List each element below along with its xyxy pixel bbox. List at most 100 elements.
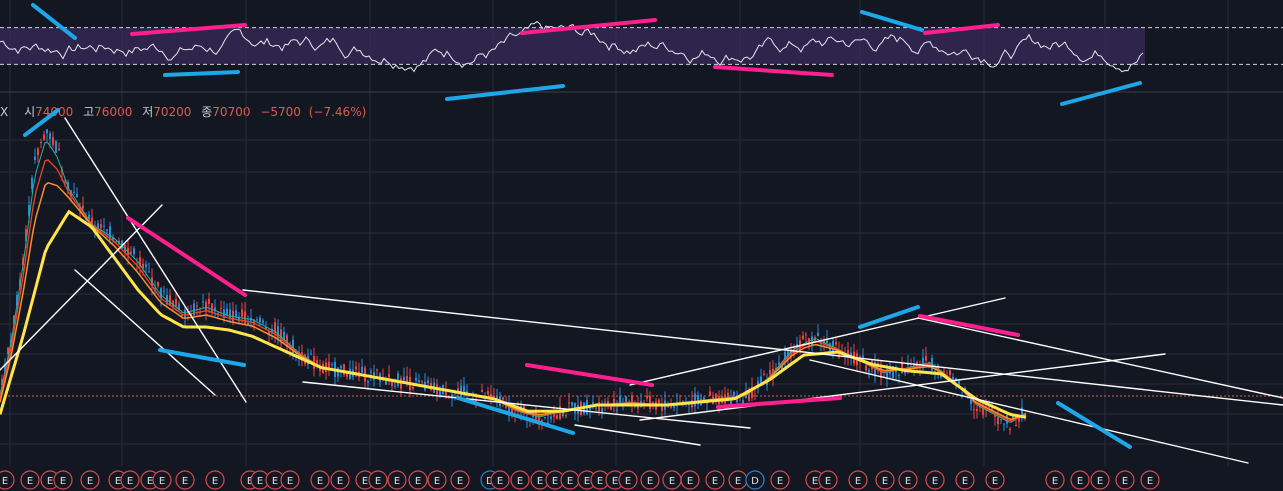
- event-badge-label: E: [567, 476, 573, 487]
- candle-body: [103, 225, 105, 227]
- candle-body: [697, 394, 699, 405]
- trendline-3: [242, 289, 1283, 406]
- candle-body: [730, 398, 732, 405]
- event-badge-label: E: [932, 476, 938, 487]
- event-badge-label: E: [60, 476, 66, 487]
- candle-body: [817, 332, 819, 337]
- candle-body: [229, 309, 231, 318]
- candle-body: [604, 401, 606, 403]
- candle-body: [850, 352, 852, 357]
- candle-body: [553, 411, 555, 417]
- event-badge-label: E: [47, 476, 53, 487]
- event-badge-label: E: [669, 476, 675, 487]
- trendline-22: [1060, 81, 1142, 106]
- candle-body: [457, 388, 459, 391]
- close-label: 종: [201, 105, 213, 119]
- trendline-27: [1056, 401, 1132, 449]
- candle-body: [88, 214, 90, 222]
- candle-body: [241, 309, 243, 317]
- event-badge-label: E: [337, 476, 343, 487]
- event-badge-ring: [770, 470, 790, 490]
- event-badge-ring: [20, 470, 40, 490]
- candle-body: [343, 364, 345, 375]
- candle-body: [1, 379, 3, 386]
- candle-body: [802, 335, 804, 340]
- candle-body: [673, 405, 675, 408]
- candle-body: [415, 378, 417, 381]
- candle-body: [733, 391, 735, 397]
- candle-body: [28, 205, 30, 216]
- event-badge-label: E: [497, 476, 503, 487]
- candle-body: [781, 364, 783, 370]
- event-badge-label: E: [612, 476, 618, 487]
- trendline-0: [0, 204, 163, 371]
- candle-body: [466, 390, 468, 394]
- candle-body: [508, 403, 510, 415]
- candle-body: [181, 315, 183, 317]
- candle-body: [370, 371, 372, 373]
- candle-body: [280, 329, 282, 343]
- candle-body: [328, 361, 330, 368]
- candle-body: [52, 137, 54, 145]
- event-badge-label: E: [962, 476, 968, 487]
- candle-body: [49, 133, 51, 140]
- candle-body: [751, 386, 753, 398]
- candle-body: [397, 373, 399, 386]
- candle-body: [943, 371, 945, 373]
- candle-body: [715, 393, 717, 399]
- candle-body: [247, 322, 249, 325]
- high-value: 76000: [94, 105, 133, 119]
- rsi-line: [0, 20, 1144, 73]
- event-badge-label: E: [905, 476, 911, 487]
- open-label: 시: [24, 105, 36, 119]
- candle-body: [481, 389, 483, 393]
- candle-body: [403, 376, 405, 381]
- candle-body: [778, 362, 780, 365]
- candle-body: [595, 407, 597, 409]
- event-badge-label: E: [992, 476, 998, 487]
- candle-body: [43, 134, 45, 140]
- candle-body: [385, 380, 387, 385]
- candle-body: [619, 396, 621, 405]
- candle-body: [244, 311, 246, 324]
- event-badge-ring: [387, 470, 407, 490]
- trendline-10: [130, 23, 247, 36]
- candle-body: [427, 380, 429, 384]
- candle-body: [706, 402, 708, 404]
- trendline-18: [31, 3, 77, 40]
- candle-body: [259, 317, 261, 322]
- candle-body: [31, 177, 33, 189]
- candle-body: [145, 264, 147, 268]
- candle-body: [523, 405, 525, 410]
- candle-body: [274, 322, 276, 334]
- trendline-4: [302, 381, 751, 429]
- candle-body: [97, 223, 99, 232]
- candle-body: [418, 380, 420, 383]
- ma-red-line: [0, 159, 1027, 422]
- candle-body: [100, 224, 102, 229]
- candle-body: [973, 409, 975, 411]
- candle-body: [736, 396, 738, 403]
- candle-body: [277, 326, 279, 339]
- candle-body: [136, 263, 138, 265]
- candle-body: [58, 148, 60, 151]
- ma-teal-line: [0, 142, 1027, 423]
- candle-body: [355, 366, 357, 370]
- candle-body: [262, 320, 264, 323]
- candle-body: [112, 237, 114, 242]
- close-value: 70700: [212, 105, 251, 119]
- candle-body: [763, 373, 765, 375]
- symbol-fragment: X: [0, 105, 9, 119]
- candle-body: [598, 402, 600, 412]
- candle-body: [955, 378, 957, 381]
- candle-body: [862, 355, 864, 358]
- trendline-24: [158, 348, 246, 367]
- event-badge-ring: [330, 470, 350, 490]
- candle-body: [70, 190, 72, 197]
- candle-body: [694, 393, 696, 407]
- candle-body: [940, 374, 942, 378]
- event-badge-label: D: [486, 476, 494, 487]
- event-badge-label: E: [317, 476, 323, 487]
